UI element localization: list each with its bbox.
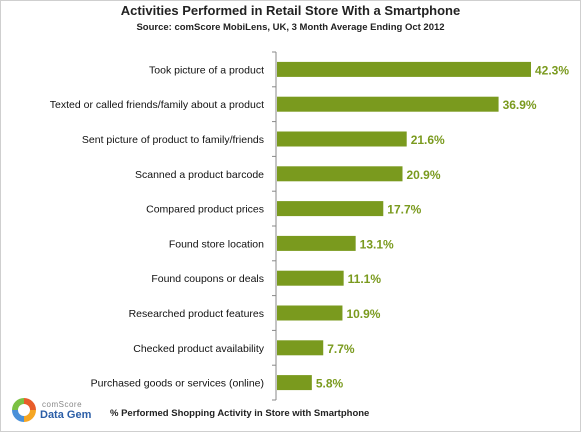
- value-label: 7.7%: [327, 342, 355, 356]
- comscore-logo-icon: [12, 398, 36, 422]
- value-label: 10.9%: [346, 307, 380, 321]
- category-label: Found store location: [169, 238, 264, 250]
- bar: [277, 375, 312, 391]
- value-label: 17.7%: [387, 203, 421, 217]
- value-label: 5.8%: [316, 377, 344, 391]
- value-label: 36.9%: [503, 98, 537, 112]
- category-label: Texted or called friends/family about a …: [50, 99, 264, 111]
- chart-subtitle: Source: comScore MobiLens, UK, 3 Month A…: [136, 22, 445, 33]
- value-label: 11.1%: [348, 272, 382, 286]
- bar: [277, 270, 344, 286]
- category-label: Took picture of a product: [149, 64, 264, 76]
- category-label: Purchased goods or services (online): [91, 378, 264, 390]
- x-axis-label: % Performed Shopping Activity in Store w…: [110, 408, 370, 419]
- category-label: Checked product availability: [133, 343, 264, 355]
- bar: [277, 131, 407, 147]
- bar: [277, 96, 499, 112]
- bar: [277, 305, 343, 321]
- bar: [277, 201, 384, 217]
- logo-line2: Data Gem: [40, 409, 92, 421]
- bar: [277, 235, 356, 251]
- category-label: Compared product prices: [146, 204, 264, 216]
- bar: [277, 340, 324, 356]
- bar: [277, 166, 403, 182]
- logo-line1: comScore: [42, 400, 83, 409]
- category-label: Researched product features: [129, 308, 264, 320]
- chart-title: Activities Performed in Retail Store Wit…: [120, 3, 461, 18]
- value-label: 42.3%: [535, 63, 569, 77]
- comscore-logo: comScore Data Gem: [10, 396, 110, 426]
- category-label: Sent picture of product to family/friend…: [82, 134, 264, 146]
- value-label: 21.6%: [411, 133, 445, 147]
- bar: [277, 61, 531, 77]
- value-label: 13.1%: [360, 237, 394, 251]
- category-label: Found coupons or deals: [151, 273, 264, 285]
- category-label: Scanned a product barcode: [135, 169, 264, 181]
- value-label: 20.9%: [406, 168, 440, 182]
